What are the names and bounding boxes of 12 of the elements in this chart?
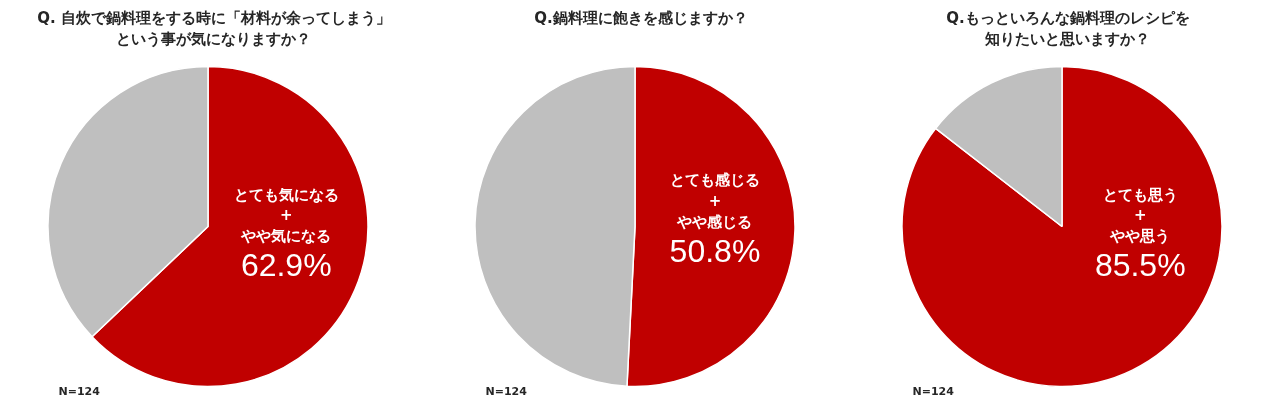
chart-title: Q.もっといろんな鍋料理のレシピを知りたいと思いますか？ [946, 8, 1190, 49]
data-label: 50.8% [669, 232, 761, 269]
text: N=124 [485, 384, 528, 398]
chart-title: Q.鍋料理に飽きを感じますか？ [534, 8, 748, 27]
chart-title: Q. 自炊で鍋料理をする時に「材料が余ってしまう」という事が気になりますか？ [37, 8, 391, 49]
slice-label: とても思う + やや思う [1102, 185, 1178, 246]
text: N=124 [58, 384, 101, 398]
data-label: 62.9% [240, 247, 332, 284]
slice-label: とても気になる + やや気になる [233, 185, 339, 246]
data-label: 85.5% [1094, 247, 1186, 284]
text: N=124 [912, 384, 955, 398]
slice-label: とても感じる + やや感じる [669, 171, 760, 231]
